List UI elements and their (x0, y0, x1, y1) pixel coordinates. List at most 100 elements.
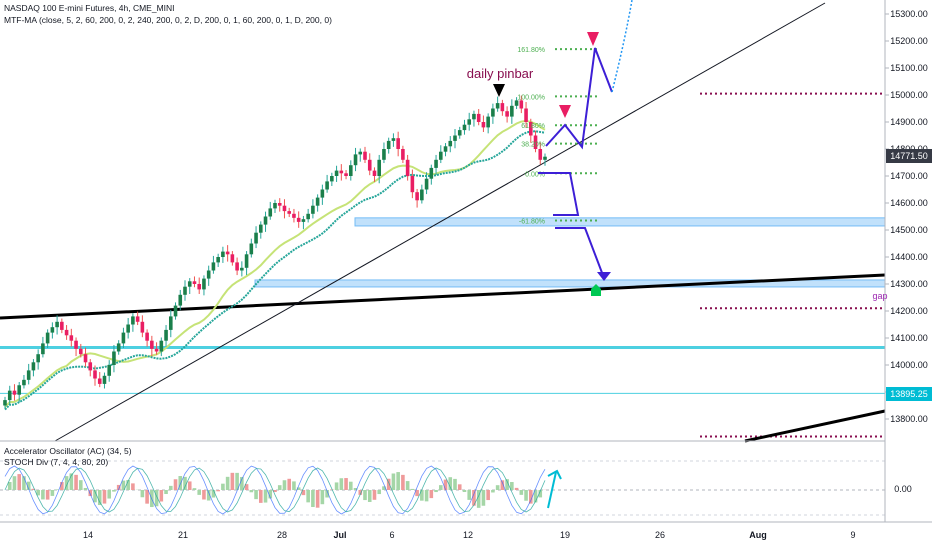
candle-body (335, 171, 339, 176)
candle-body (117, 343, 121, 351)
candle-body (354, 154, 358, 165)
ac-histogram-bar (340, 478, 344, 490)
candle-body (17, 385, 21, 394)
ac-histogram-bar (425, 490, 429, 501)
candle-body (46, 333, 50, 344)
ac-histogram-bar (84, 488, 88, 490)
candle-body (434, 160, 438, 168)
indicator-legend: MTF-MA (close, 5, 2, 60, 200, 0, 2, 240,… (4, 15, 332, 25)
ac-histogram-bar (311, 490, 315, 507)
candle-body (448, 141, 452, 146)
candle-body (325, 181, 329, 189)
ac-histogram-bar (491, 490, 495, 492)
level-price-label: 13895.25 (890, 389, 928, 399)
candle-body (178, 295, 182, 306)
candle-body (51, 327, 55, 332)
candle-body (321, 190, 325, 198)
candle-body (245, 254, 249, 267)
candle-body (377, 160, 381, 176)
ac-histogram-bar (515, 488, 519, 490)
y-tick-label: 15300.00 (890, 9, 928, 19)
candle-body (524, 109, 528, 123)
candle-body (273, 203, 277, 208)
candle-body (482, 122, 486, 127)
candle-body (463, 125, 467, 130)
candle-body (145, 333, 149, 341)
current-price-badge: 14771.50 (886, 149, 932, 163)
candle-body (141, 322, 145, 333)
candle-body (510, 106, 514, 117)
ac-histogram-bar (482, 490, 486, 506)
candle-body (41, 343, 45, 354)
candle-body (411, 176, 415, 192)
ac-histogram-bar (344, 478, 348, 490)
y-tick-label: 14900.00 (890, 117, 928, 127)
candle-body (420, 190, 424, 201)
ac-histogram-bar (283, 480, 287, 490)
candle-body (287, 211, 291, 214)
candle-body (538, 149, 542, 160)
y-tick-label: 14500.00 (890, 225, 928, 235)
candle-body (103, 376, 107, 384)
ac-histogram-bar (467, 490, 471, 500)
ac-histogram-bar (496, 485, 500, 490)
candle-body (283, 206, 287, 211)
candle-body (363, 152, 367, 160)
ac-histogram-bar (107, 490, 111, 499)
candle-body (250, 244, 254, 255)
gap-annotation: gap (872, 291, 887, 301)
ac-histogram-bar (112, 490, 116, 492)
y-tick-label: 14400.00 (890, 252, 928, 262)
candle-body (259, 225, 263, 233)
ac-histogram-bar (411, 489, 415, 490)
candle-body (520, 100, 524, 108)
candle-body (297, 218, 301, 222)
candle-body (98, 379, 102, 384)
ac-histogram-bar (406, 481, 410, 490)
candle-body (340, 171, 344, 174)
ac-histogram-bar (13, 476, 17, 490)
candle-body (496, 103, 500, 108)
ac-histogram-bar (74, 475, 78, 490)
level-price-badge: 13895.25 (886, 387, 932, 401)
ac-histogram-bar (349, 482, 353, 490)
ac-histogram-bar (524, 490, 528, 501)
candle-body (330, 176, 334, 181)
candle-body (311, 206, 315, 214)
candle-body (306, 214, 310, 219)
ac-histogram-bar (41, 490, 45, 499)
candle-body (3, 400, 7, 405)
ac-histogram-bar (145, 490, 149, 504)
ac-histogram-bar (287, 479, 291, 490)
candle-body (444, 146, 448, 151)
ac-histogram-bar (259, 490, 263, 503)
ac-histogram-bar (141, 490, 145, 497)
candle-body (122, 333, 126, 344)
candle-body (60, 322, 64, 330)
candle-body (387, 141, 391, 149)
ac-histogram-bar (401, 475, 405, 490)
ac-histogram-bar (188, 481, 192, 490)
y-tick-label: 14700.00 (890, 171, 928, 181)
candle-body (131, 316, 135, 324)
candle-body (174, 306, 178, 317)
pinbar-annotation: daily pinbar (467, 66, 534, 81)
ac-histogram-bar (321, 490, 325, 504)
ac-histogram-bar (316, 490, 320, 508)
ac-histogram-bar (396, 472, 400, 490)
candle-body (316, 198, 320, 206)
x-tick-label: 21 (178, 530, 188, 540)
ac-histogram-bar (392, 473, 396, 490)
ac-histogram-bar (226, 477, 230, 490)
candle-body (36, 354, 40, 362)
y-tick-label: 13800.00 (890, 414, 928, 424)
candle-body (373, 171, 377, 176)
candle-body (112, 352, 116, 366)
ac-histogram-bar (221, 484, 225, 490)
candle-body (107, 365, 111, 376)
candle-body (382, 149, 386, 160)
candle-body (22, 380, 26, 385)
candle-body (240, 268, 244, 271)
